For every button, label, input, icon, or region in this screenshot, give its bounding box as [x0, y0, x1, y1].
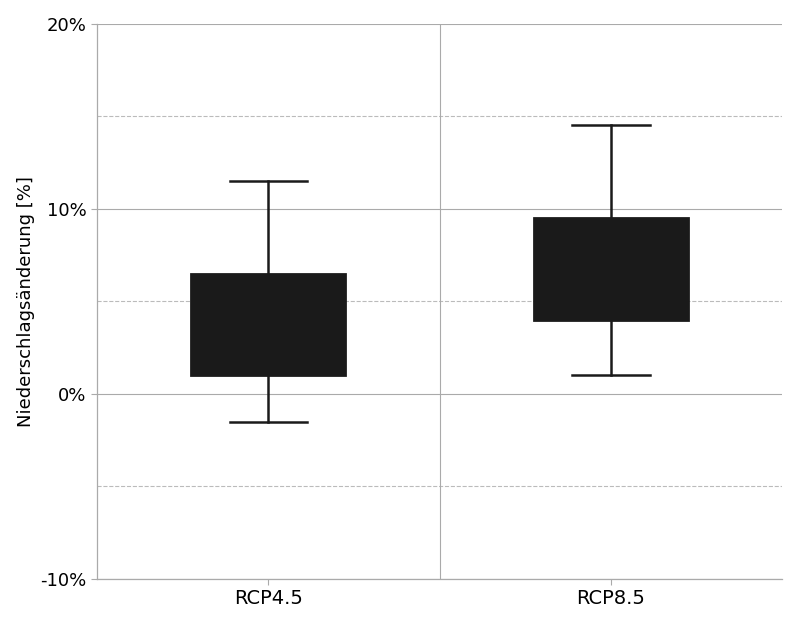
- PathPatch shape: [534, 218, 688, 320]
- Y-axis label: Niederschlagsänderung [%]: Niederschlagsänderung [%]: [17, 176, 34, 427]
- PathPatch shape: [191, 274, 345, 376]
